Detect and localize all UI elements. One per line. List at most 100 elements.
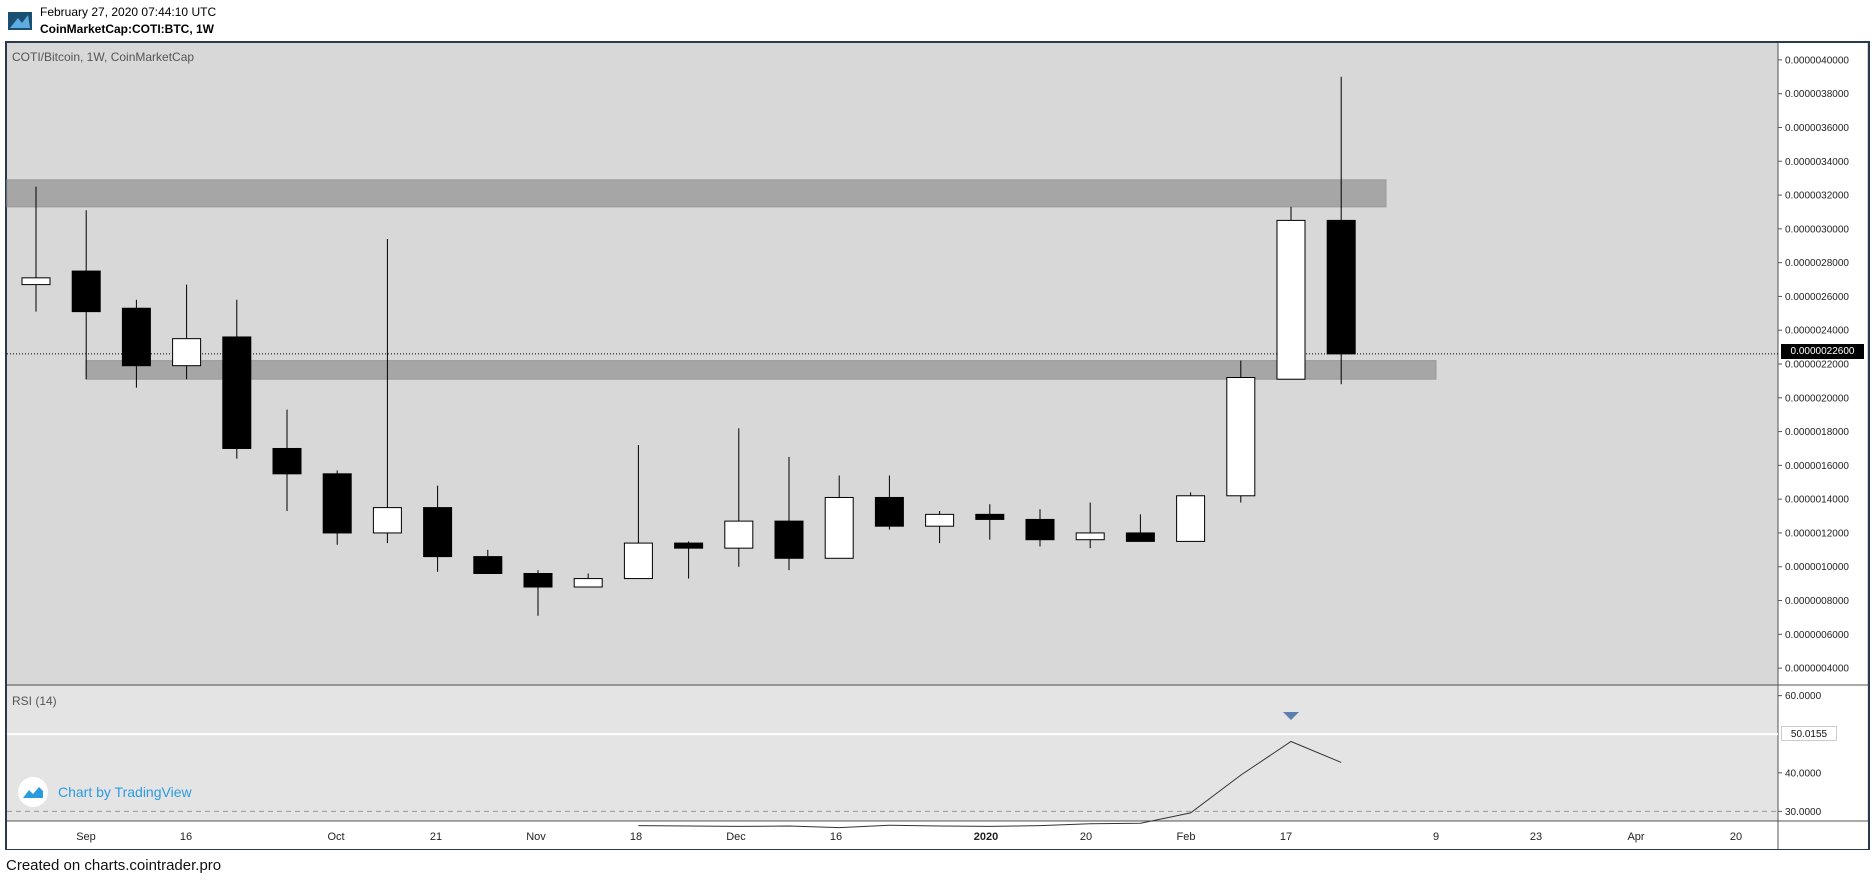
pane-title: COTI/Bitcoin, 1W, CoinMarketCap [12,50,195,64]
candle-body-up [925,513,955,527]
candle-7 [372,238,402,544]
candle-body-up [824,496,854,559]
price-tick-label: 0.0000024000 [1785,326,1849,337]
time-axis-background [7,821,1868,849]
footer-credit: Created on charts.cointrader.pro [6,857,222,874]
candle-22 [1125,514,1155,542]
candle-26 [1326,76,1356,385]
price-tick-label: 0.0000004000 [1785,664,1849,675]
zone-resistance [6,179,1387,208]
candle-body-up [1276,219,1306,380]
price-tick-label: 0.0000028000 [1785,258,1849,269]
price-tick-label: 0.0000036000 [1785,123,1849,134]
tradingview-watermark[interactable]: Chart by TradingView [18,777,192,807]
candle-body-up [1226,377,1256,497]
price-tick-label: 0.0000008000 [1785,596,1849,607]
candle-15 [774,456,804,571]
tradingview-logo-icon [18,777,48,807]
price-tick-label: 0.0000012000 [1785,528,1849,539]
rsi-tick-label: 40.0000 [1785,768,1822,779]
candle-2 [121,299,151,388]
candle-13 [674,541,704,579]
candle-6 [322,470,352,545]
candle-21 [1075,502,1105,549]
candle-body-up [724,520,754,549]
price-tick-label: 0.0000026000 [1785,292,1849,303]
time-tick-label: 23 [1530,831,1542,843]
candle-0 [21,186,51,312]
watermark-text: Chart by TradingView [58,784,192,800]
rsi-line [638,740,1342,829]
last-price-label: 0.0000022600 [1781,344,1864,359]
candle-11 [573,573,603,588]
candle-body-down [322,473,352,534]
price-tick-label: 0.0000034000 [1785,157,1849,168]
price-tick-label: 0.0000010000 [1785,562,1849,573]
candle-body-down [71,270,101,313]
candle-body-down [975,513,1005,520]
price-tick-label: 0.0000016000 [1785,461,1849,472]
time-tick-label: 2020 [974,831,998,843]
symbol-line: CoinMarketCap:COTI:BTC, 1W [40,22,214,36]
candle-body-down [423,507,453,558]
time-tick-label: 20 [1730,831,1742,843]
candle-24 [1226,360,1256,503]
candle-body-down [222,336,252,449]
price-tick-label: 0.0000014000 [1785,495,1849,506]
candle-1 [71,210,101,380]
rsi-pane-background [7,686,1868,821]
time-tick-label: Feb [1177,831,1196,843]
candle-body-up [21,277,51,286]
rsi-tick-label: 30.0000 [1785,807,1822,818]
time-tick-label: 9 [1433,831,1439,843]
candle-3 [172,284,202,380]
candle-body-down [1025,518,1055,541]
zone-support [85,360,1437,380]
timestamp: February 27, 2020 07:44:10 UTC [40,5,217,19]
price-tick-label: 0.0000022000 [1785,360,1849,371]
candle-body-down [272,447,302,475]
candle-8 [423,485,453,572]
price-tick-label: 0.0000040000 [1785,55,1849,66]
candle-4 [222,299,252,459]
candle-body-up [573,578,603,588]
cointrader-logo-icon [8,12,32,30]
candle-body-up [623,542,653,580]
price-axis-background [1778,43,1867,821]
candle-25 [1276,206,1306,380]
price-tick-label: 0.0000038000 [1785,89,1849,100]
time-tick-label: 20 [1080,831,1092,843]
rsi-tick-label: 60.0000 [1785,691,1822,702]
candle-12 [623,445,653,580]
alert-marker-icon [1283,712,1299,720]
time-tick-label: Apr [1627,831,1644,843]
candle-9 [473,549,503,574]
candle-body-down [1125,532,1155,542]
header: February 27, 2020 07:44:10 UTC CoinMarke… [0,0,1874,40]
candle-17 [874,475,904,530]
rsi-title: RSI (14) [12,694,57,708]
time-tick-label: 17 [1280,831,1292,843]
time-tick-label: Oct [327,831,344,843]
candle-body-down [1326,219,1356,355]
time-tick-label: 16 [180,831,192,843]
rsi-last-value-label: 50.0155 [1781,726,1837,741]
price-tick-label: 0.0000018000 [1785,427,1849,438]
candle-body-up [372,507,402,534]
candle-body-up [1075,532,1105,541]
price-tick-label: 0.0000020000 [1785,393,1849,404]
time-tick-label: Nov [526,831,546,843]
candle-10 [523,570,553,616]
time-tick-label: Dec [726,831,746,843]
price-chart[interactable]: 0.0000040000 0.0000038000 0.0000036000 0.00… [0,0,1874,850]
price-tick-label: 0.0000032000 [1785,191,1849,202]
candle-body-down [523,572,553,588]
candle-5 [272,409,302,511]
candle-19 [975,504,1005,540]
candle-20 [1025,509,1055,547]
time-tick-label: 18 [630,831,642,843]
candle-18 [925,510,955,544]
time-tick-label: 16 [830,831,842,843]
time-tick-label: Sep [76,831,96,843]
candle-14 [724,428,754,567]
